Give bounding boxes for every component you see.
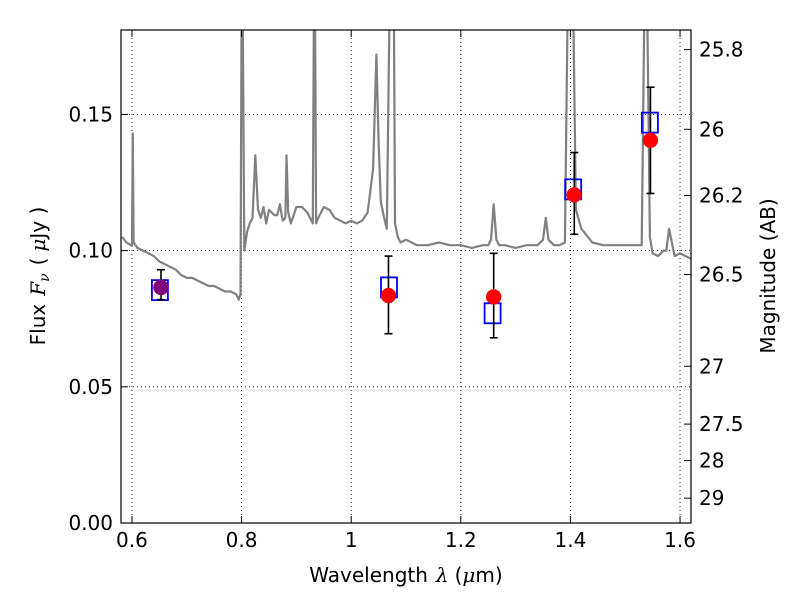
axis-ticks: 0.6 0.8 1 1.2 1.4 1.6 0.00 0.05 0.10 0.15 25.8 26 26… [68, 30, 744, 552]
y2-tick-label: 27 [699, 354, 724, 378]
model-spectrum-line [121, 30, 691, 301]
y2-tick-label: 27.5 [699, 412, 744, 436]
grid-lines [121, 30, 691, 524]
y-tick-label: 0.00 [68, 511, 113, 535]
y2-tick-label: 26 [699, 117, 724, 141]
y2-tick-label: 29 [699, 486, 724, 510]
observed-flux-point [566, 187, 583, 203]
plot-frame [120, 29, 692, 524]
x-tick-label: 1.6 [664, 528, 696, 552]
x-tick-label: 0.6 [116, 528, 148, 552]
x-tick-label: 1.4 [555, 528, 587, 552]
observed-flux-point [380, 287, 397, 304]
y2-axis-label: Magnitude (AB) [756, 198, 780, 353]
y2-tick-label: 25.8 [699, 38, 744, 62]
x-tick-label: 1.2 [445, 528, 477, 552]
y2-tick-label: 28 [699, 449, 724, 473]
y2-tick-label: 26.5 [699, 263, 744, 287]
x-tick-label: 0.8 [226, 528, 258, 552]
x-axis-label: Wavelength λ (μm) [309, 563, 502, 587]
observed-flux-point [485, 289, 502, 305]
y-axis-label: FluxFν(μJy ) [26, 207, 53, 346]
y-tick-label: 0.15 [68, 102, 113, 126]
plot-area [121, 30, 691, 339]
observed-flux-point [642, 132, 659, 149]
overlap-flux-point [153, 279, 169, 296]
model-band-square [483, 302, 502, 325]
y-tick-label: 0.10 [68, 239, 113, 263]
y-tick-label: 0.05 [68, 375, 113, 399]
y2-tick-label: 26.2 [699, 184, 744, 208]
x-tick-label: 1 [345, 528, 358, 552]
